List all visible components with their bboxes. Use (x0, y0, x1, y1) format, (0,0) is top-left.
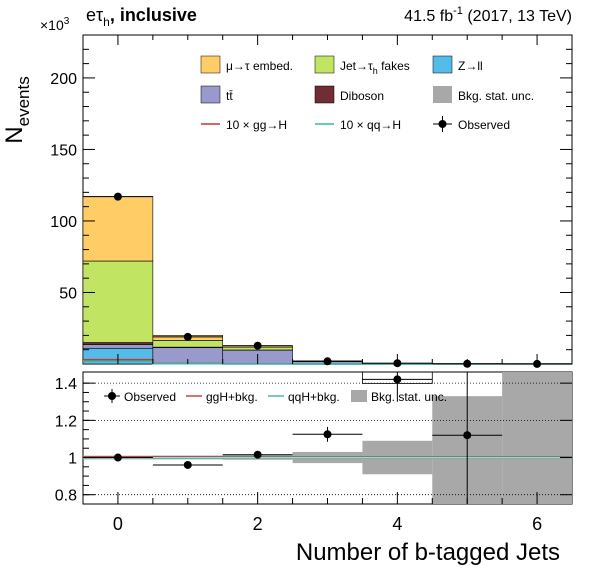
bar-diboson-0 (82, 342, 154, 345)
ratio-point-4 (393, 375, 402, 384)
ratio-legend-ggH-label: ggH+bkg. (206, 390, 258, 404)
ratio-observed-points (83, 372, 503, 504)
legend-observed-label: Observed (458, 118, 510, 132)
bar-ttbar-0 (82, 344, 154, 349)
y-tick-label-100: 100 (50, 214, 77, 231)
ratio-legend-unc-swatch (351, 390, 367, 402)
bar-fakes-1 (152, 340, 224, 348)
ratio-y-tick-label-1.4: 1.4 (55, 376, 77, 393)
lumi-label: 41.5 fb-1 (2017, 13 TeV) (404, 5, 572, 25)
legend-qqH-label: 10 × qq→H (340, 118, 401, 132)
y-tick-label-50: 50 (59, 285, 77, 302)
observed-point-2 (253, 341, 262, 350)
x-tick-label-0: 0 (113, 514, 123, 534)
legend-ttbar-label: tt̄ (226, 89, 233, 103)
legend-embed-label: μ→τ embed. (226, 59, 293, 73)
ratio-legend-qqH-label: qqH+bkg. (288, 390, 340, 404)
observed-point-1 (183, 332, 192, 341)
y-axis-label: Nevents (1, 76, 33, 143)
bar-embed-0 (82, 196, 154, 262)
ratio-legend-observed-label: Observed (124, 390, 176, 404)
ratio-panel: 0.8 1 1.2 1.4 0 2 4 6 Observed ggH+bkg. qqH+bkg… (55, 371, 573, 566)
ratio-point-2 (253, 450, 262, 459)
ratio-point-3 (323, 430, 332, 439)
ratio-point-5 (463, 431, 472, 440)
channel-label: eτh, inclusive (86, 5, 197, 29)
y-tick-label-150: 150 (50, 142, 77, 159)
legend-swatch-embed (200, 55, 221, 74)
ratio-point-0 (113, 453, 122, 462)
legend-swatch-unc (433, 86, 452, 103)
x-tick-label-4: 4 (392, 514, 402, 534)
legend-unc-label: Bkg. stat. unc. (458, 89, 534, 103)
main-frame (82, 34, 573, 365)
x-tick-label-6: 6 (532, 514, 542, 534)
main-legend: μ→τ embed. Jet→τh fakes Z→ll tt̄ Diboson… (200, 55, 534, 132)
observed-point-0 (113, 192, 122, 201)
bar-fakes-0 (82, 260, 154, 343)
main-panel: 50 100 150 200 Nevents ×103 μ→τ embed. Jet→… (1, 16, 573, 368)
legend-fakes-label: Jet→τh fakes (340, 59, 410, 76)
legend-swatch-diboson (314, 85, 335, 104)
ratio-y-tick-label-0.8: 0.8 (55, 488, 77, 505)
y-multiplier: ×103 (40, 16, 70, 33)
legend-zll-label: Z→ll (458, 59, 483, 73)
ratio-legend-unc-label: Bkg. stat. unc. (371, 390, 447, 404)
main-axes: 50 100 150 200 (50, 35, 572, 364)
x-axis-label: Number of b-tagged Jets (296, 539, 560, 566)
ratio-legend: Observed ggH+bkg. qqH+bkg. Bkg. stat. un… (104, 389, 447, 404)
ratio-y-tick-label-1.2: 1.2 (55, 413, 77, 430)
ratio-y-tick-label-1: 1 (68, 451, 77, 468)
legend-diboson-label: Diboson (340, 89, 384, 103)
x-tick-label-2: 2 (253, 514, 263, 534)
legend-swatch-zll (432, 55, 453, 74)
legend-swatch-fakes (314, 55, 335, 74)
legend-ggH-label: 10 × gg→H (226, 118, 287, 132)
legend-swatch-ttbar (200, 85, 221, 104)
stacked-bars (82, 196, 573, 365)
y-tick-label-200: 200 (50, 71, 77, 88)
ratio-legend-observed-marker (108, 392, 116, 400)
unc-band-6 (502, 372, 572, 504)
ratio-axes: 0.8 1 1.2 1.4 0 2 4 6 (55, 376, 572, 534)
ratio-point-1 (183, 460, 192, 469)
legend-observed-marker (438, 120, 447, 128)
